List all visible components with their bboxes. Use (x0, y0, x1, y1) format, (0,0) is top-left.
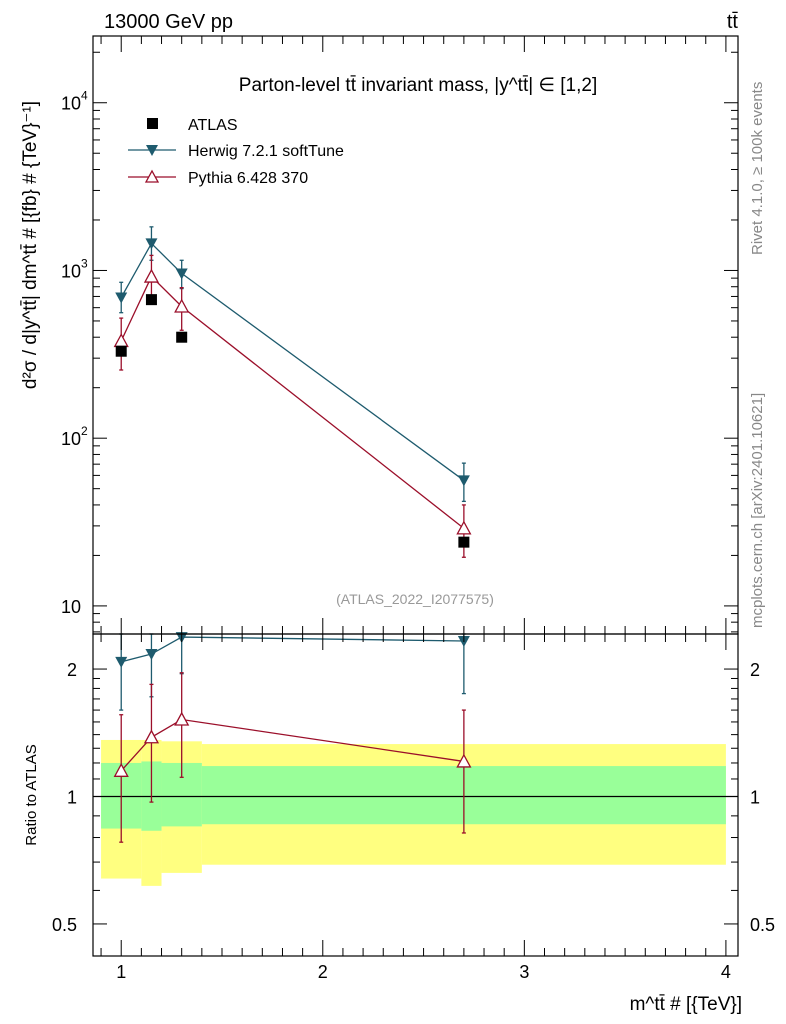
main-line-1 (120, 242, 465, 481)
main-ytick-label-1: 10 (61, 429, 81, 449)
main-point-atlas-1 (145, 294, 157, 306)
main-series-group (113, 226, 472, 558)
main-point-herwig-2 (175, 268, 188, 280)
legend-marker-herwig (146, 145, 158, 156)
legend-label-herwig: Herwig 7.2.1 softTune (188, 143, 344, 160)
ratio-point-herwig-0 (115, 656, 128, 668)
main-ytick-label-0: 10 (61, 597, 81, 617)
main-point-herwig-1 (145, 238, 158, 250)
main-plot-area (93, 36, 738, 634)
ratio-ytick-label-right-1: 1 (750, 787, 760, 807)
xtick-label-0: 1 (116, 962, 126, 982)
header-process: 13000 GeV pp (104, 11, 233, 33)
x-axis-label: m^tt̄ # [{TeV}] (630, 994, 742, 1015)
ratio-ytick-label-right-2: 2 (750, 660, 760, 680)
ratio-ytick-label-left-1: 1 (67, 787, 77, 807)
legend-marker-pythia (144, 169, 160, 183)
main-point-herwig-0 (115, 292, 128, 304)
header-final-state: tt̄ (727, 11, 739, 33)
ratio-point-pythia-1 (143, 729, 160, 744)
ratio-frame (92, 633, 739, 957)
main-y-axis-label: d²σ / d|y^tt̄| dm^tt̄ # [{fb} # {TeV}⁻¹] (20, 101, 41, 389)
main-point-atlas-2 (176, 331, 188, 343)
main-ytick-label-2: 10 (61, 261, 81, 281)
ratio-ytick-label-left-2: 2 (67, 660, 77, 680)
xtick-label-3: 4 (721, 962, 731, 982)
main-line-2 (120, 275, 465, 529)
main-point-pythia-2 (174, 298, 190, 313)
main-point-pythia-3 (456, 520, 472, 535)
side-mcplots-label: mcplots.cern.ch [arXiv:2401.10621] (749, 393, 766, 628)
main-point-pythia-1 (143, 268, 160, 283)
ratio-line-1 (120, 718, 464, 772)
side-rivet-label: Rivet 4.1.0, ≥ 100k events (749, 82, 766, 255)
axes-group (92, 35, 739, 957)
main-point-atlas-3 (458, 536, 470, 548)
main-ytick-exp-2: 3 (81, 256, 88, 270)
main-point-atlas-0 (115, 345, 127, 357)
legend-marker-atlas (147, 118, 158, 129)
legend-label-pythia: Pythia 6.428 370 (188, 170, 308, 187)
ratio-ytick-label-left-0: 0.5 (52, 915, 77, 935)
ratio-series-group (113, 632, 472, 843)
ratio-point-pythia-0 (113, 762, 129, 777)
chart-title: Parton-level tt̄ invariant mass, |y^tt̄|… (239, 75, 597, 96)
ratio-point-pythia-2 (174, 711, 190, 726)
main-ytick-label-3: 10 (61, 94, 81, 114)
xtick-label-1: 2 (318, 962, 328, 982)
xtick-label-2: 3 (519, 962, 529, 982)
main-ytick-exp-3: 4 (81, 89, 88, 103)
main-ytick-exp-1: 2 (81, 424, 88, 438)
analysis-watermark: (ATLAS_2022_I2077575) (336, 591, 494, 607)
ratio-ytick-label-right-0: 0.5 (750, 915, 775, 935)
ratio-y-axis-label: Ratio to ATLAS (23, 744, 40, 845)
ratio-point-herwig-1 (145, 649, 158, 661)
ratio-uncertainty-bands (101, 739, 726, 886)
main-point-herwig-3 (457, 475, 470, 487)
legend-label-atlas: ATLAS (188, 117, 238, 134)
main-panel-background (93, 36, 738, 634)
legend: ATLAS Herwig 7.2.1 softTune Pythia 6.428… (128, 117, 344, 187)
ratio-point-pythia-3 (456, 753, 472, 768)
